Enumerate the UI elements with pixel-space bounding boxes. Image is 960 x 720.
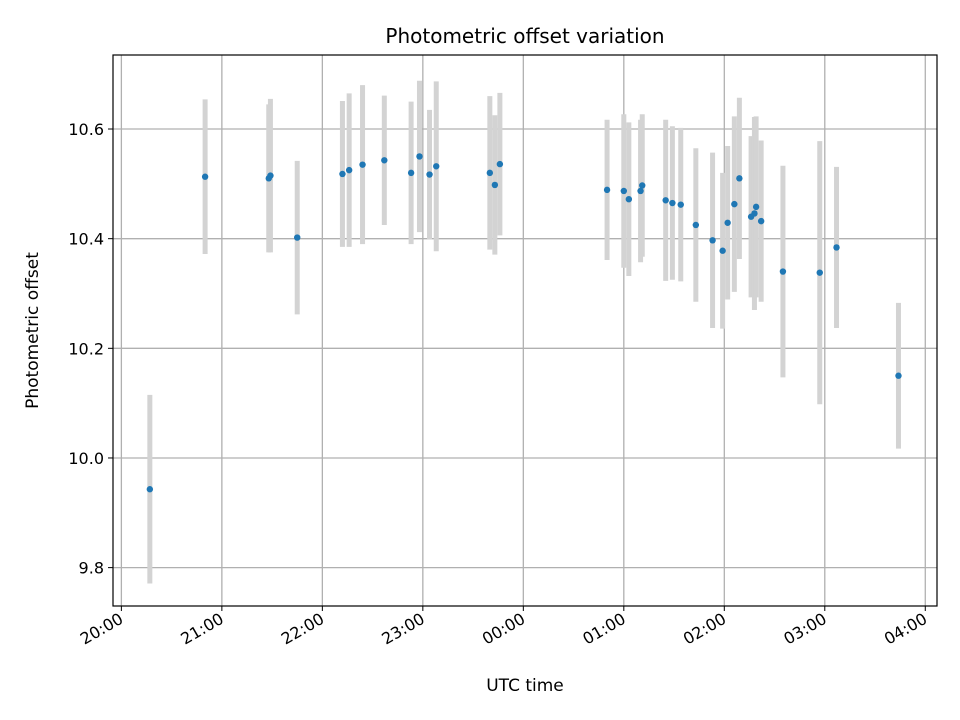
x-tick-label: 00:00 [479, 609, 528, 649]
data-point [496, 160, 504, 168]
data-point [625, 195, 633, 203]
data-point [751, 210, 758, 217]
data-point [724, 219, 731, 226]
data-point [731, 200, 738, 208]
y-axis-ticks: 9.8 10.0 10.2 10.4 10.6 [68, 120, 113, 578]
data-point [669, 199, 676, 207]
y-axis-label: Photometric offset [23, 252, 43, 409]
data-point [294, 234, 301, 241]
data-point [816, 269, 823, 276]
x-tick-label: 02:00 [680, 609, 729, 649]
y-tick-label: 10.6 [68, 120, 104, 139]
data-point [486, 169, 494, 177]
data-point [433, 163, 440, 170]
data-point [416, 153, 423, 160]
data-point [833, 244, 840, 251]
x-tick-label: 20:00 [77, 609, 126, 649]
data-point [709, 237, 716, 244]
grid-lines [113, 55, 937, 606]
x-tick-label: 22:00 [278, 609, 327, 649]
x-tick-label: 01:00 [579, 609, 628, 649]
chart-title: Photometric offset variation [385, 24, 664, 48]
x-tick-label: 03:00 [780, 609, 829, 649]
data-point [736, 175, 743, 182]
data-point [719, 247, 726, 254]
error-bars [147, 80, 901, 584]
data-point [677, 201, 684, 208]
data-point [603, 186, 611, 194]
x-axis-label: UTC time [486, 676, 564, 696]
data-point [639, 182, 646, 189]
x-axis-ticks: 20:00 21:00 22:00 23:00 00:00 01:00 02:00 03:00… [77, 606, 930, 649]
y-tick-label: 10.2 [68, 339, 104, 358]
data-point [757, 217, 765, 225]
x-tick-label: 23:00 [378, 609, 427, 649]
data-point [779, 268, 787, 275]
data-point [620, 187, 628, 195]
data-point [345, 166, 353, 174]
data-point [426, 171, 433, 178]
y-tick-label: 10.4 [68, 230, 104, 249]
data-point [692, 221, 700, 229]
data-point [267, 172, 274, 179]
y-tick-label: 10.0 [68, 449, 104, 468]
data-point [146, 486, 154, 493]
x-tick-label: 04:00 [881, 609, 930, 649]
plot-frame [112, 54, 938, 607]
data-point [359, 161, 366, 168]
data-point [339, 170, 346, 178]
data-point [662, 197, 669, 204]
data-point [895, 372, 902, 379]
data-point [201, 173, 209, 180]
data-point [637, 187, 644, 195]
data-point [381, 157, 388, 164]
data-point [491, 181, 499, 189]
data-point [752, 203, 760, 211]
y-tick-label: 9.8 [79, 559, 104, 578]
data-points [146, 153, 902, 493]
data-point [407, 169, 415, 177]
x-tick-label: 21:00 [177, 609, 226, 649]
